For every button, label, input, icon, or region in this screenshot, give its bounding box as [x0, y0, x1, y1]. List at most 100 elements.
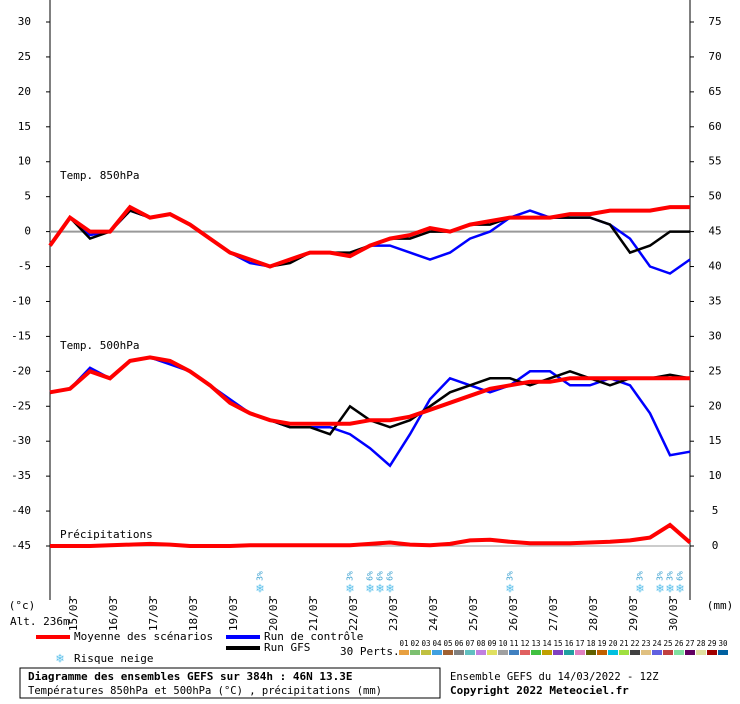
pert-label: 28 [696, 639, 706, 648]
pert-label: 13 [531, 639, 540, 648]
snow-icon: ❄ [505, 582, 514, 597]
y-tick-label: 5 [24, 190, 31, 203]
footer-subtitle: Températures 850hPa et 500hPa (°C) , pré… [28, 685, 382, 697]
x-tick-label: 24/03 [427, 598, 440, 631]
y-tick-label: 10 [18, 155, 31, 168]
y2-tick-label: 65 [708, 85, 721, 98]
annotation: Temp. 500hPa [60, 339, 139, 352]
pert-label: 11 [509, 639, 518, 648]
pert-label: 10 [498, 639, 508, 648]
y2-unit: (mm) [707, 599, 734, 612]
pert-swatch [399, 650, 409, 655]
pert-swatch [432, 650, 442, 655]
pert-label: 07 [465, 639, 474, 648]
x-tick-label: 28/03 [587, 598, 600, 631]
pert-label: 20 [608, 639, 618, 648]
y2-tick-label: 75 [708, 15, 721, 28]
x-tick-label: 23/03 [387, 598, 400, 631]
pert-label: 18 [586, 639, 596, 648]
pert-swatch [421, 650, 431, 655]
snow-icon: ❄ [635, 582, 644, 597]
x-tick-label: 26/03 [507, 598, 520, 631]
pert-label: 17 [575, 639, 584, 648]
pert-swatch [696, 650, 706, 655]
pert-label: 02 [410, 639, 419, 648]
pert-swatch [619, 650, 629, 655]
x-tick-label: 29/03 [627, 598, 640, 631]
snow-risk-label: 6% [366, 571, 375, 581]
pert-swatch [718, 650, 728, 655]
pert-label: 29 [707, 639, 716, 648]
legend-label: Risque neige [74, 652, 153, 665]
pert-label: 15 [553, 639, 562, 648]
pert-label: 27 [685, 639, 694, 648]
pert-swatch [575, 650, 585, 655]
y-tick-label: 25 [18, 50, 31, 63]
pert-swatch [520, 650, 530, 655]
x-tick-label: 17/03 [147, 598, 160, 631]
pert-swatch [476, 650, 486, 655]
legend-label: Moyenne des scénarios [74, 630, 213, 643]
y-unit: (°c) [9, 599, 36, 612]
pert-label: 22 [630, 639, 639, 648]
y2-tick-label: 40 [708, 260, 721, 273]
snow-icon: ❄ [55, 652, 64, 667]
y-tick-label: -40 [11, 504, 31, 517]
pert-label: 09 [487, 639, 496, 648]
y2-tick-label: 0 [712, 539, 719, 552]
x-tick-label: 15/03 [67, 598, 80, 631]
x-tick-label: 27/03 [547, 598, 560, 631]
pert-label: 26 [674, 639, 684, 648]
footer-title: Diagramme des ensembles GEFS sur 384h : … [28, 670, 353, 683]
y2-tick-label: 70 [708, 50, 721, 63]
y2-tick-label: 25 [708, 364, 721, 377]
pert-swatch [630, 650, 640, 655]
snow-icon: ❄ [675, 582, 684, 597]
x-tick-label: 21/03 [307, 598, 320, 631]
y-tick-label: -30 [11, 434, 31, 447]
pert-swatch [542, 650, 552, 655]
snow-icon: ❄ [665, 582, 674, 597]
pert-label: 14 [542, 639, 552, 648]
pert-label: 12 [520, 639, 529, 648]
annotation: Alt. 236m [10, 615, 70, 628]
pert-label: 03 [421, 639, 430, 648]
snow-risk-label: 3% [506, 571, 515, 581]
snow-risk-label: 3% [636, 571, 645, 581]
pert-swatch [454, 650, 464, 655]
y-tick-label: 0 [24, 225, 31, 238]
snow-icon: ❄ [385, 582, 394, 597]
y2-tick-label: 45 [708, 225, 721, 238]
y-tick-label: 15 [18, 120, 31, 133]
pert-swatch [553, 650, 563, 655]
pert-swatch [608, 650, 618, 655]
footer-box [19, 667, 441, 699]
pert-label: 08 [476, 639, 486, 648]
pert-swatch [531, 650, 541, 655]
y2-tick-label: 50 [708, 190, 721, 203]
legend-label: Run GFS [264, 641, 310, 654]
pert-swatch [586, 650, 596, 655]
pert-swatch [641, 650, 651, 655]
y2-tick-label: 60 [708, 120, 721, 133]
snow-risk-label: 6% [386, 571, 395, 581]
legend-label: 30 Perts. [340, 645, 400, 658]
pert-swatch [707, 650, 717, 655]
x-tick-label: 30/03 [667, 598, 680, 631]
annotation: Précipitations [60, 528, 153, 541]
pert-label: 16 [564, 639, 574, 648]
snow-icon: ❄ [255, 582, 264, 597]
snow-risk-label: 3% [656, 571, 665, 581]
pert-label: 05 [443, 639, 452, 648]
snow-icon: ❄ [655, 582, 664, 597]
x-tick-label: 18/03 [187, 598, 200, 631]
pert-swatch [674, 650, 684, 655]
snow-risk-label: 6% [376, 571, 385, 581]
y-tick-label: -25 [11, 399, 31, 412]
x-tick-label: 16/03 [107, 598, 120, 631]
y-tick-label: -10 [11, 294, 31, 307]
y-tick-label: -5 [18, 260, 31, 273]
snow-icon: ❄ [365, 582, 374, 597]
